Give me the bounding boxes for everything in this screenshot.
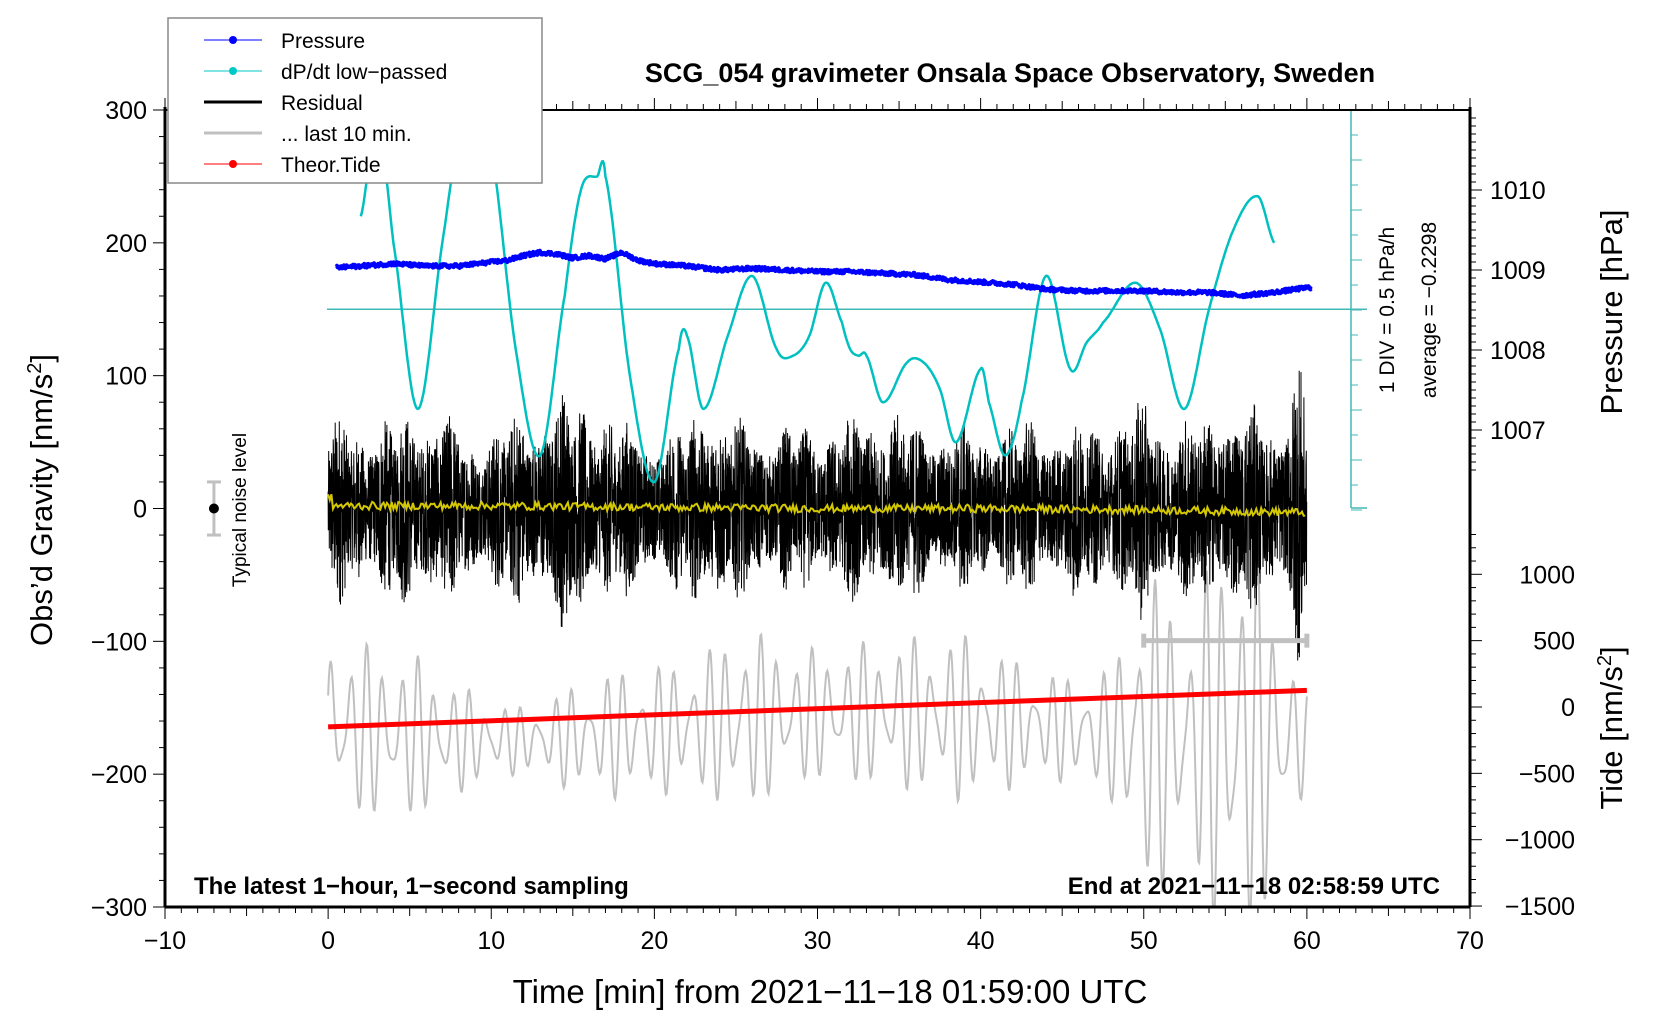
legend-marker — [229, 36, 237, 44]
legend-label: Pressure — [281, 30, 365, 53]
y-left-tick-label: 200 — [105, 230, 147, 258]
y-tide-tick-label: −1000 — [1505, 827, 1575, 855]
y-left-tick-label: 100 — [105, 363, 147, 391]
x-tick-label: 50 — [1130, 927, 1158, 955]
y-pressure-tick-label: 1007 — [1490, 417, 1546, 445]
noise-bar-point — [208, 503, 219, 514]
y-tide-tick-label: 0 — [1561, 694, 1575, 722]
y-left-tick-label: −300 — [91, 894, 147, 922]
legend-label: ... last 10 min. — [281, 123, 412, 146]
x-axis-label: Time [min] from 2021−11−18 01:59:00 UTC — [513, 973, 1148, 1010]
legend-label: Theor.Tide — [281, 154, 381, 177]
y-left-tick-label: 300 — [105, 97, 147, 125]
x-tick-label: −10 — [144, 927, 186, 955]
series-residual — [327, 370, 1308, 661]
y-tide-tick-label: 1000 — [1519, 561, 1575, 589]
annotation-sampling: The latest 1−hour, 1−second sampling — [194, 873, 629, 900]
legend: Pressure dP/dt low−passed Residual ... last… — [167, 17, 543, 184]
y-axis-pressure-label: Pressure [hPa] — [1594, 209, 1629, 414]
plot-area — [206, 110, 1367, 907]
y-pressure-tick-label: 1009 — [1490, 257, 1546, 285]
chart-title: SCG_054 gravimeter Onsala Space Observat… — [645, 58, 1375, 88]
legend-marker — [229, 67, 237, 75]
y-axis-tide-label: Tide [nm/s2] — [1594, 646, 1629, 809]
x-tick-label: 0 — [321, 927, 335, 955]
y-pressure-tick-label: 1008 — [1490, 337, 1546, 365]
y-left-tick-label: 0 — [133, 496, 147, 524]
y-pressure-tick-label: 1010 — [1490, 177, 1546, 205]
x-tick-label: 30 — [804, 927, 832, 955]
y-tide-tick-label: −500 — [1519, 760, 1575, 788]
x-tick-label: 10 — [477, 927, 505, 955]
y-left-tick-label: −100 — [91, 628, 147, 656]
legend-label: Residual — [281, 92, 363, 115]
x-tick-label: 40 — [967, 927, 995, 955]
series-last-10-min — [327, 541, 1308, 907]
axes-frame: −10 0 10 20 30 40 50 60 703002001000−100−200−300… — [91, 97, 1575, 955]
series-residual-mean — [327, 493, 1306, 519]
noise-level-label: Typical noise level — [230, 433, 251, 587]
series-theor-tide — [328, 687, 1307, 730]
legend-marker — [229, 160, 237, 168]
series-dpdt — [359, 110, 1276, 484]
x-tick-label: 60 — [1293, 927, 1321, 955]
plot-layers — [327, 110, 1367, 907]
x-tick-label: 20 — [640, 927, 668, 955]
x-tick-label: 70 — [1456, 927, 1484, 955]
div-label: 1 DIV = 0.5 hPa/h — [1376, 227, 1399, 393]
average-label: average = −0.2298 — [1418, 222, 1441, 398]
legend-label: dP/dt low−passed — [281, 61, 447, 84]
y-tide-tick-label: 500 — [1533, 628, 1575, 656]
annotation-end-time: End at 2021−11−18 02:58:59 UTC — [1068, 873, 1440, 900]
series-pressure — [334, 248, 1314, 300]
y-axis-left-label: Obs’d Gravity [nm/s2] — [24, 354, 59, 646]
y-tide-tick-label: −1500 — [1505, 893, 1575, 921]
y-left-tick-label: −200 — [91, 761, 147, 789]
